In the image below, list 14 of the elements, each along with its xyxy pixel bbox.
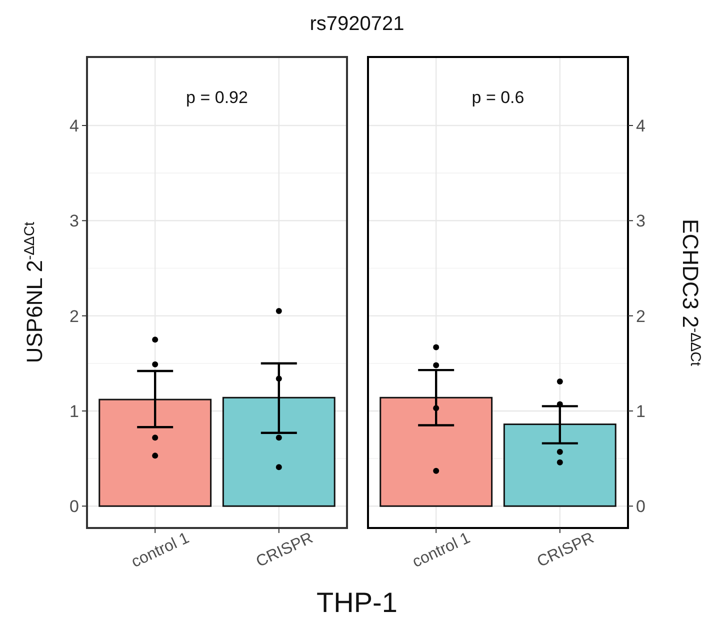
y2-tick-label: 0	[636, 497, 646, 516]
annotation: p = 0.6	[472, 88, 524, 107]
y2-tick-label: 3	[636, 212, 646, 231]
y2-tick-label: 2	[636, 306, 646, 326]
y-tick-label: 3	[70, 212, 79, 231]
y-tick-label: 0	[70, 497, 79, 516]
y-tick-label: 4	[70, 116, 79, 136]
y2-tick-label: 1	[636, 402, 646, 421]
y2-tick-label: 4	[636, 116, 646, 136]
y-tick-label: 1	[70, 402, 79, 421]
chart-title: rs7920721	[310, 13, 404, 35]
annotation: p = 0.92	[186, 88, 248, 107]
x-axis-title: THP-1	[316, 587, 398, 618]
y-tick-label: 2	[70, 306, 79, 326]
